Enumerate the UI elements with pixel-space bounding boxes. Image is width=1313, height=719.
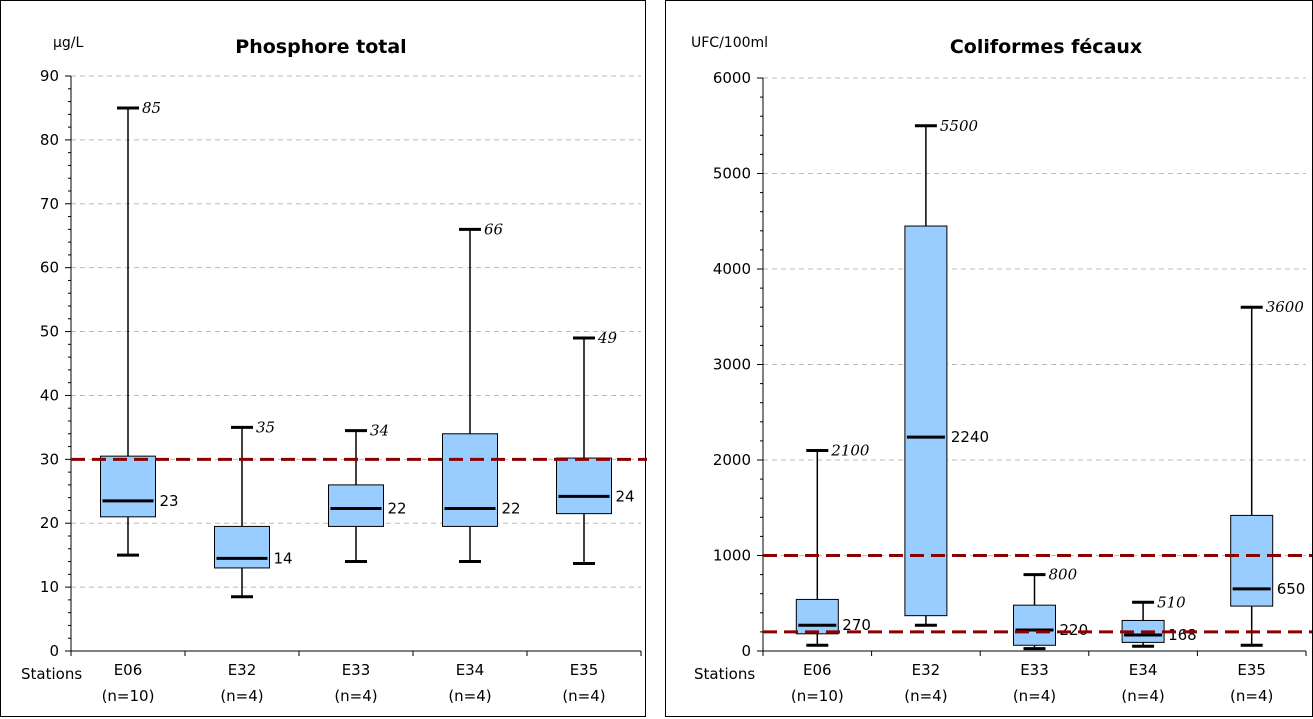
box-iqr xyxy=(100,455,156,518)
y-tick-label: 80 xyxy=(40,131,59,149)
x-count-label: (n=4) xyxy=(334,687,377,705)
box-iqr xyxy=(214,525,270,569)
max-value-label: 66 xyxy=(484,220,504,238)
y-tick-label: 10 xyxy=(40,578,59,596)
x-category-label: E06 xyxy=(803,661,832,679)
x-category-label: E34 xyxy=(456,661,485,679)
x-category-label: E06 xyxy=(114,661,143,679)
box-iqr xyxy=(1013,604,1056,646)
x-axis-label: Stations xyxy=(21,665,82,683)
y-tick-label: 50 xyxy=(40,323,59,341)
y-axis-unit-label: UFC/100ml xyxy=(691,35,768,51)
median-value-label: 650 xyxy=(1277,580,1306,598)
median-value-label: 23 xyxy=(160,492,179,510)
y-tick-label: 30 xyxy=(40,450,59,468)
y-tick-label: 40 xyxy=(40,386,59,404)
box-iqr xyxy=(442,433,498,527)
median-value-label: 22 xyxy=(502,500,521,518)
y-tick-label: 90 xyxy=(40,67,59,85)
max-value-label: 3600 xyxy=(1266,298,1305,316)
coliformes-chart: Coliformes fécaux UFC/100ml 0 1000 2000 3000 4… xyxy=(691,35,1312,705)
chart-panel-coliformes: Coliformes fécaux UFC/100ml 0 1000 2000 3000 4… xyxy=(665,0,1313,717)
x-count-label: (n=4) xyxy=(1013,687,1056,705)
x-axis-label: Stations xyxy=(694,665,755,683)
chart-title: Phosphore total xyxy=(235,36,406,58)
max-value-label: 35 xyxy=(256,418,275,436)
box-iqr xyxy=(904,225,948,617)
x-count-label: (n=4) xyxy=(1230,687,1273,705)
y-tick-label: 0 xyxy=(49,642,59,660)
x-category-label: E32 xyxy=(228,661,257,679)
max-value-label: 5500 xyxy=(940,117,979,135)
x-count-label: (n=4) xyxy=(904,687,947,705)
x-count-label: (n=4) xyxy=(448,687,491,705)
x-count-label: (n=4) xyxy=(220,687,263,705)
x-category-label: E32 xyxy=(912,661,941,679)
x-count-label: (n=4) xyxy=(1121,687,1164,705)
max-value-label: 510 xyxy=(1157,593,1186,611)
x-count-label: (n=10) xyxy=(791,687,844,705)
y-tick-label: 20 xyxy=(40,514,59,532)
x-category-label: E35 xyxy=(570,661,599,679)
median-value-label: 220 xyxy=(1060,621,1089,639)
x-category-label: E33 xyxy=(342,661,371,679)
x-count-label: (n=10) xyxy=(102,687,155,705)
max-value-label: 34 xyxy=(370,422,389,440)
median-value-label: 2240 xyxy=(951,428,989,446)
median-value-label: 270 xyxy=(842,616,871,634)
phosphore-chart: Phosphore total µg/L 0 10 20 30 40 50 60 70 80 90 St… xyxy=(21,35,647,705)
y-tick-label: 2000 xyxy=(713,451,751,469)
y-tick-label: 60 xyxy=(40,259,59,277)
chart-title: Coliformes fécaux xyxy=(950,36,1142,58)
box-iqr xyxy=(556,457,612,515)
y-tick-label: 70 xyxy=(40,195,59,213)
x-category-label: E33 xyxy=(1020,661,1049,679)
box-iqr xyxy=(795,598,839,635)
y-tick-label: 3000 xyxy=(713,356,751,374)
median-value-label: 24 xyxy=(616,487,635,505)
max-value-label: 800 xyxy=(1049,566,1078,584)
x-count-label: (n=4) xyxy=(562,687,605,705)
chart-panel-phosphore: Phosphore total µg/L 0 10 20 30 40 50 60 70 80 90 St… xyxy=(0,0,647,717)
y-tick-label: 0 xyxy=(741,642,751,660)
x-category-label: E35 xyxy=(1237,661,1266,679)
y-tick-label: 4000 xyxy=(713,260,751,278)
median-value-label: 22 xyxy=(388,500,407,518)
y-tick-label: 6000 xyxy=(713,69,751,87)
max-value-label: 85 xyxy=(142,99,161,117)
x-category-label: E34 xyxy=(1129,661,1158,679)
max-value-label: 49 xyxy=(597,329,618,347)
y-axis-unit-label: µg/L xyxy=(53,35,84,51)
max-value-label: 2100 xyxy=(830,441,870,459)
box-iqr xyxy=(1230,514,1274,607)
y-tick-label: 5000 xyxy=(713,165,751,183)
median-value-label: 14 xyxy=(274,549,293,567)
box-iqr xyxy=(328,484,384,527)
y-tick-label: 1000 xyxy=(713,547,751,565)
median-value-label: 168 xyxy=(1168,626,1197,644)
